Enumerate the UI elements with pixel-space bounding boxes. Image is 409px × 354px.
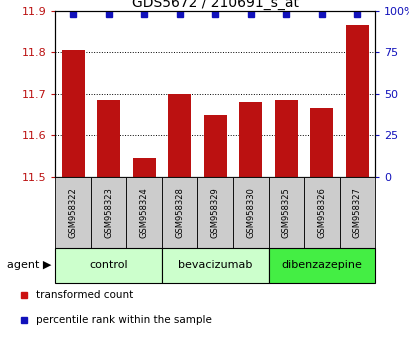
Title: GDS5672 / 210691_s_at: GDS5672 / 210691_s_at <box>131 0 298 10</box>
Text: GSM958322: GSM958322 <box>68 187 77 238</box>
Bar <box>339 177 374 248</box>
Text: bevacizumab: bevacizumab <box>178 261 252 270</box>
Bar <box>97 100 120 177</box>
Bar <box>162 248 268 283</box>
Bar <box>126 177 162 248</box>
Bar <box>345 25 368 177</box>
Bar <box>274 100 297 177</box>
Text: percentile rank within the sample: percentile rank within the sample <box>36 315 212 325</box>
Bar <box>91 177 126 248</box>
Text: GSM958326: GSM958326 <box>317 187 326 238</box>
Bar <box>268 177 303 248</box>
Text: GSM958330: GSM958330 <box>246 187 255 238</box>
Bar <box>162 177 197 248</box>
Bar <box>61 50 85 177</box>
Text: transformed count: transformed count <box>36 290 133 300</box>
Bar <box>197 177 232 248</box>
Text: GSM958323: GSM958323 <box>104 187 113 238</box>
Text: GSM958327: GSM958327 <box>352 187 361 238</box>
Text: GSM958329: GSM958329 <box>210 187 219 238</box>
Bar <box>203 115 226 177</box>
Bar <box>303 177 339 248</box>
Bar <box>55 177 91 248</box>
Bar <box>168 94 191 177</box>
Text: GSM958325: GSM958325 <box>281 187 290 238</box>
Text: control: control <box>89 261 128 270</box>
Bar <box>239 102 262 177</box>
Text: dibenzazepine: dibenzazepine <box>281 261 362 270</box>
Text: GSM958324: GSM958324 <box>139 187 148 238</box>
Bar <box>232 177 268 248</box>
Bar <box>133 158 155 177</box>
Bar <box>55 248 162 283</box>
Text: agent ▶: agent ▶ <box>7 261 51 270</box>
Bar <box>310 108 333 177</box>
Bar <box>268 248 374 283</box>
Text: GSM958328: GSM958328 <box>175 187 184 238</box>
